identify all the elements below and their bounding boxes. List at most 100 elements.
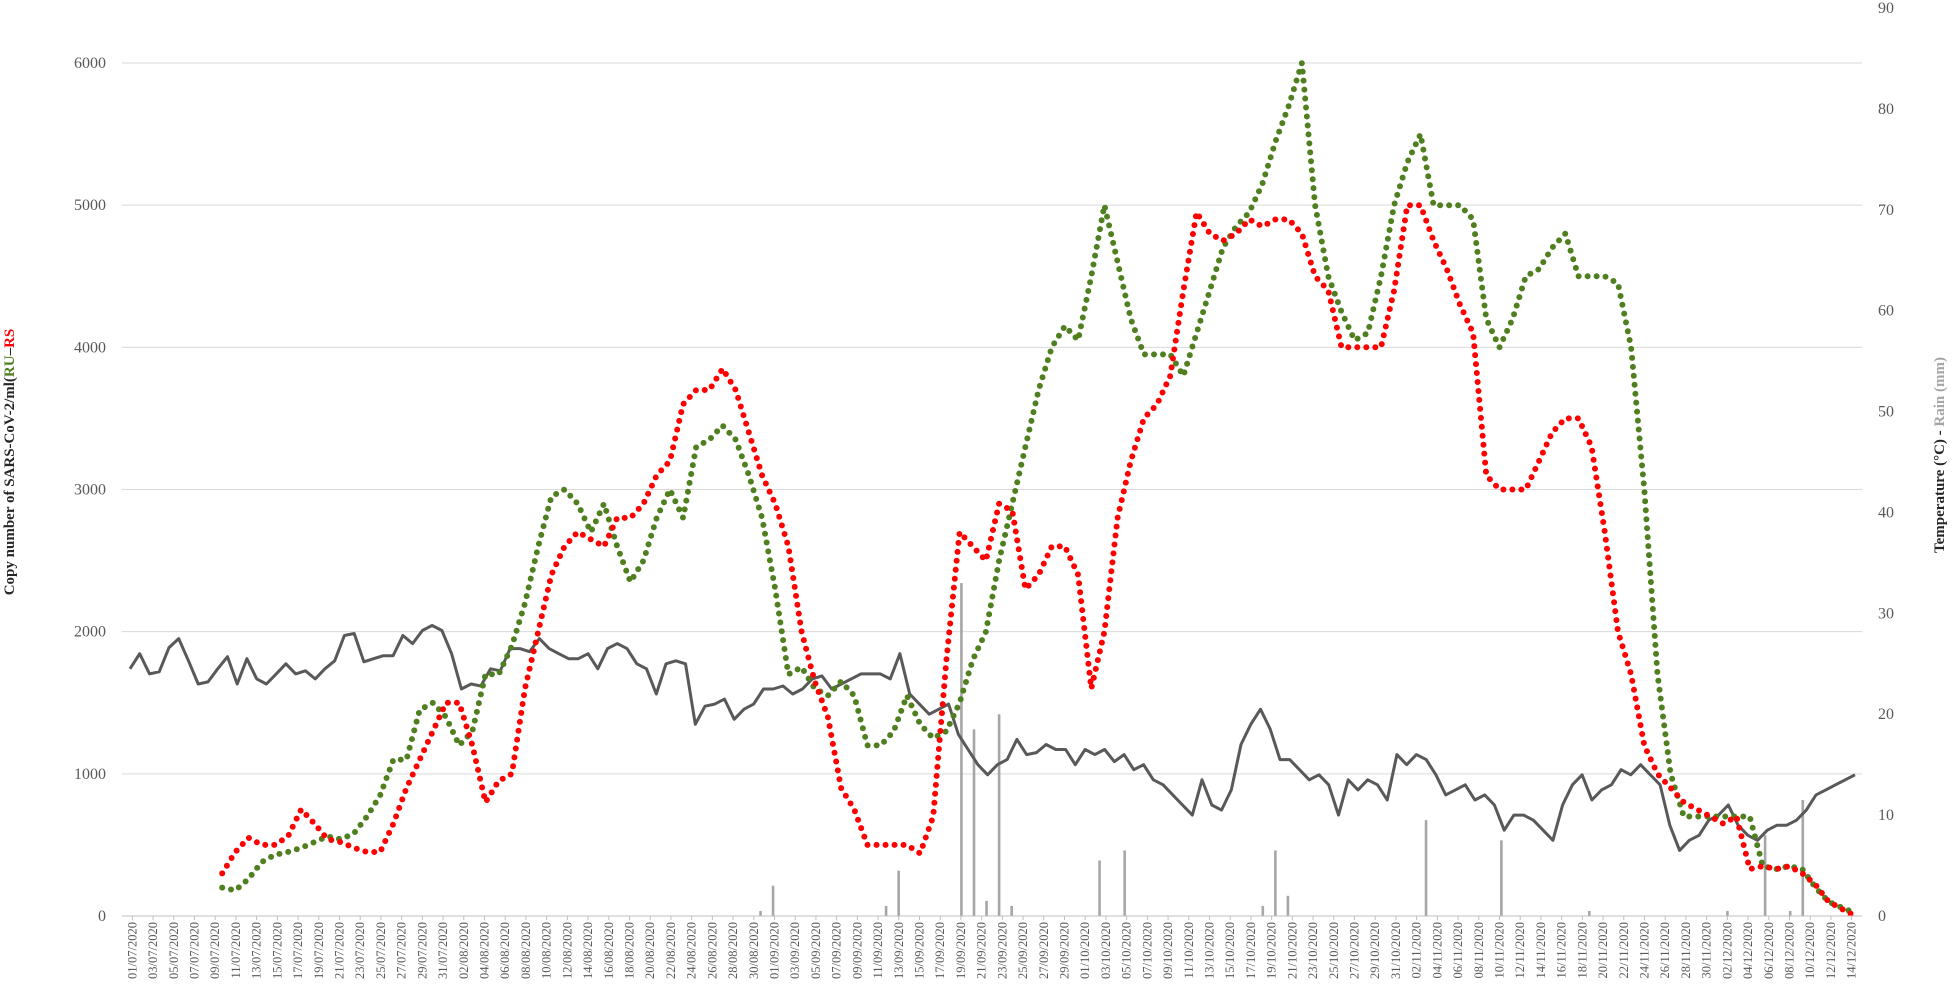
right-tick-label: 0 (1878, 908, 1886, 925)
x-tick-label: 09/10/2020 (1161, 922, 1175, 979)
right-axis-title: Temperature (°C) - Rain (mm) (1932, 357, 1948, 553)
x-tick-label: 14/12/2020 (1845, 922, 1859, 979)
x-tick-label: 29/10/2020 (1368, 922, 1382, 979)
x-tick-label: 29/07/2020 (415, 922, 429, 979)
x-tick-label: 05/07/2020 (167, 922, 181, 979)
x-tick-label: 06/12/2020 (1762, 922, 1776, 979)
x-tick-label: 01/07/2020 (125, 922, 139, 979)
x-tick-label: 03/07/2020 (146, 922, 160, 979)
right-tick-label: 30 (1878, 605, 1894, 622)
x-tick-label: 07/09/2020 (830, 922, 844, 979)
x-tick-label: 05/09/2020 (809, 922, 823, 979)
x-tick-label: 15/07/2020 (270, 922, 284, 979)
rain-bar (771, 885, 775, 916)
x-tick-label: 04/12/2020 (1741, 922, 1755, 979)
rain-bar (997, 714, 1001, 916)
right-tick-label: 90 (1878, 0, 1894, 17)
x-tick-label: 08/12/2020 (1783, 922, 1797, 979)
x-tick-label: 17/10/2020 (1244, 922, 1258, 979)
x-tick-label: 21/07/2020 (333, 922, 347, 979)
x-tick-label: 03/09/2020 (788, 922, 802, 979)
rain-bar (897, 870, 900, 916)
x-tick-label: 31/10/2020 (1389, 922, 1403, 979)
x-tick-label: 28/08/2020 (726, 922, 740, 979)
x-tick-label: 16/08/2020 (602, 922, 616, 979)
x-tick-label: 02/11/2020 (1410, 922, 1424, 978)
x-tick-label: 07/10/2020 (1140, 922, 1154, 979)
x-tick-label: 19/10/2020 (1265, 922, 1279, 979)
rain-bar (972, 729, 976, 916)
ru-series (219, 60, 1858, 917)
x-tick-label: 12/11/2020 (1513, 922, 1527, 978)
x-tick-label: 25/09/2020 (1016, 922, 1030, 979)
right-title-part: Temperature (°C) - (1932, 427, 1948, 553)
rain-bar (1500, 840, 1503, 916)
x-tick-label: 27/07/2020 (395, 922, 409, 979)
x-tick-label: 23/09/2020 (995, 922, 1009, 979)
x-tick-label: 26/11/2020 (1658, 922, 1672, 978)
rain-bar (1274, 850, 1277, 916)
x-tick-label: 25/07/2020 (374, 922, 388, 979)
rain-bar (1587, 910, 1591, 916)
x-tick-label: 08/11/2020 (1472, 922, 1486, 978)
x-tick-label: 02/12/2020 (1720, 922, 1734, 979)
left-axis-title: Copy number of SARS-CoV-2/ml(RU–RS (2, 329, 18, 596)
x-tick-label: 29/09/2020 (1058, 922, 1072, 979)
x-tick-label: 13/09/2020 (892, 922, 906, 979)
right-tick-label: 40 (1878, 504, 1894, 521)
rain-bar (884, 905, 888, 916)
rain-bar (1424, 820, 1428, 916)
x-tick-label: 20/08/2020 (643, 922, 657, 979)
x-tick-label: 21/10/2020 (1285, 922, 1299, 979)
ru-dotted-line (219, 60, 1858, 917)
temperature-series (128, 623, 1856, 852)
x-tick-label: 17/07/2020 (291, 922, 305, 979)
rs-dotted-line (219, 202, 1858, 919)
right-tick-label: 80 (1878, 101, 1894, 118)
left-title-part: RU (2, 355, 18, 377)
left-tick-label: 1000 (74, 766, 106, 783)
rain-bar (1098, 860, 1101, 916)
x-tick-label: 10/08/2020 (540, 922, 554, 979)
x-tick-label: 15/10/2020 (1223, 922, 1237, 979)
x-tick-label: 23/10/2020 (1306, 922, 1320, 979)
x-tick-label: 18/11/2020 (1575, 922, 1589, 978)
x-tick-label: 02/08/2020 (457, 922, 471, 979)
x-tick-label: 10/11/2020 (1493, 922, 1507, 978)
x-tick-label: 18/08/2020 (623, 922, 637, 979)
x-tick-label: 27/09/2020 (1037, 922, 1051, 979)
x-tick-label: 13/07/2020 (250, 922, 264, 979)
left-title-part: Copy number of SARS-CoV-2/ml( (2, 377, 18, 595)
x-tick-label: 09/07/2020 (208, 922, 222, 979)
rain-bar (985, 900, 988, 916)
rain-bar (1261, 905, 1265, 916)
rain-bar (1801, 799, 1805, 916)
x-tick-label: 11/10/2020 (1182, 922, 1196, 978)
x-tick-label: 01/10/2020 (1078, 922, 1092, 979)
rain-bar (1286, 895, 1290, 916)
x-tick-label: 06/11/2020 (1451, 922, 1465, 978)
x-tick-label: 14/08/2020 (581, 922, 595, 979)
svg-text:Temperature (°C) - Rain (mm): Temperature (°C) - Rain (mm) (1932, 357, 1948, 553)
left-tick-label: 5000 (74, 197, 106, 214)
left-axis-ticks: 0 1000 2000 3000 4000 5000 6000 (74, 55, 106, 925)
right-tick-label: 70 (1878, 202, 1894, 219)
x-tick-label: 09/09/2020 (850, 922, 864, 979)
x-axis-ticks: 01/07/2020 03/07/2020 05/07/2020 07/07/2020… (125, 916, 1859, 979)
x-tick-label: 30/11/2020 (1700, 922, 1714, 978)
right-tick-label: 50 (1878, 404, 1894, 421)
x-tick-label: 13/10/2020 (1203, 922, 1217, 979)
x-tick-label: 12/08/2020 (560, 922, 574, 979)
left-tick-label: 4000 (74, 339, 106, 356)
svg-text:Copy number of SARS-CoV-2/ml(R: Copy number of SARS-CoV-2/ml(RU–RS (2, 329, 18, 596)
x-tick-label: 14/11/2020 (1534, 922, 1548, 978)
rs-series (219, 202, 1858, 919)
left-tick-label: 3000 (74, 482, 106, 499)
x-tick-label: 07/07/2020 (188, 922, 202, 979)
x-tick-label: 03/10/2020 (1099, 922, 1113, 979)
rain-bar (1010, 905, 1013, 916)
right-tick-label: 20 (1878, 706, 1894, 723)
left-tick-label: 0 (98, 908, 106, 925)
